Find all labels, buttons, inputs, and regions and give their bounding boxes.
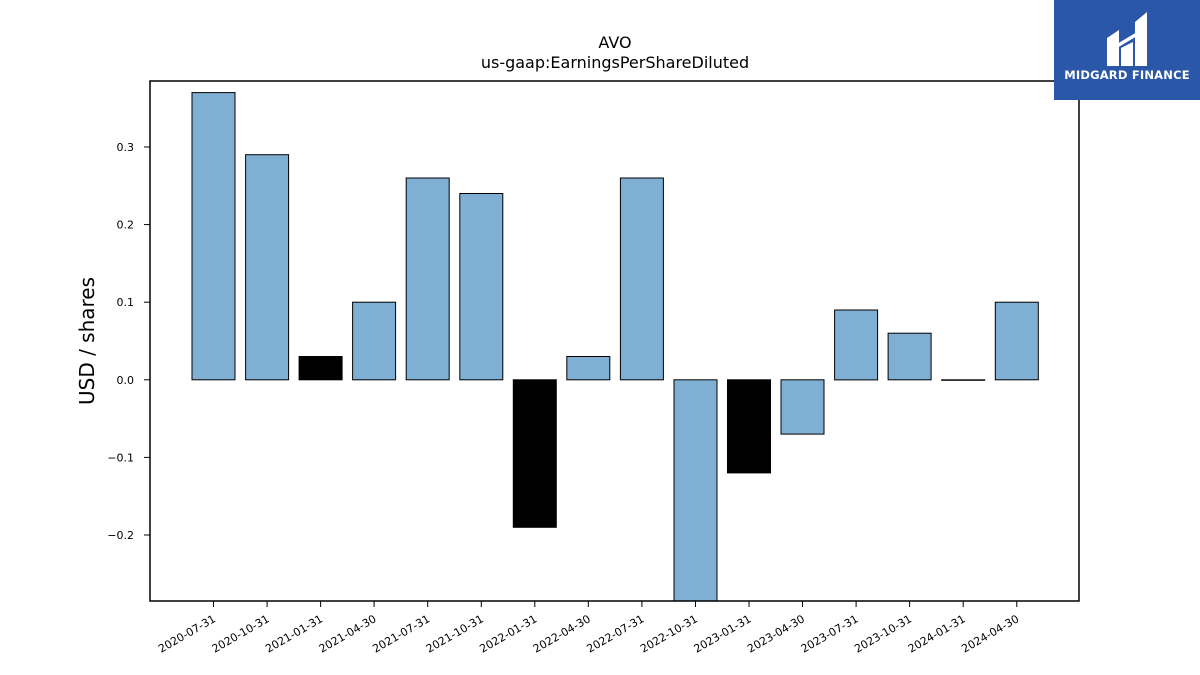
bar-2022-07-31 (619, 177, 664, 381)
chart-title: AVO (598, 33, 631, 52)
bar-2020-07-31 (191, 92, 236, 381)
y-tick-label: 0.0 (117, 374, 135, 387)
y-tick-label: 0.1 (117, 296, 135, 309)
bar-2024-01-31 (941, 379, 986, 381)
x-tick-label: 2021-01-31 (263, 612, 325, 655)
x-tick-label: 2023-07-31 (799, 612, 861, 655)
x-tick-label: 2023-10-31 (852, 612, 914, 655)
bar-2020-10-31 (245, 154, 290, 381)
logo-text: MIDGARD FINANCE (1064, 68, 1190, 82)
plot-frame (149, 80, 1080, 602)
y-tick-label: −0.2 (107, 529, 134, 542)
bars-group (191, 92, 1039, 601)
x-tick-label: 2022-01-31 (477, 612, 539, 655)
x-tick-label: 2020-07-31 (156, 612, 218, 655)
x-tick-label: 2020-10-31 (210, 612, 272, 655)
x-axis: 2020-07-312020-10-312021-01-312021-04-30… (156, 601, 1021, 656)
y-tick-label: 0.2 (117, 219, 135, 232)
midgard-logo-icon (1107, 12, 1147, 66)
x-tick-label: 2022-07-31 (585, 612, 647, 655)
y-axis-label: USD / shares (75, 277, 99, 405)
x-tick-label: 2023-04-30 (745, 612, 807, 655)
x-tick-label: 2023-01-31 (692, 612, 754, 655)
bar-2023-10-31 (887, 332, 932, 381)
y-tick-label: 0.3 (117, 141, 135, 154)
bar-2022-01-31 (512, 379, 557, 528)
bar-2021-10-31 (459, 193, 504, 381)
midgard-finance-logo: MIDGARD FINANCE (1054, 0, 1200, 100)
x-tick-label: 2021-10-31 (424, 612, 486, 655)
x-tick-label: 2024-01-31 (906, 612, 968, 655)
chart-subtitle: us-gaap:EarningsPerShareDiluted (481, 53, 749, 72)
bar-2022-10-31 (673, 379, 718, 601)
x-tick-label: 2021-07-31 (370, 612, 432, 655)
bar-2023-04-30 (780, 379, 825, 435)
bar-2023-01-31 (727, 379, 771, 474)
x-tick-label: 2024-04-30 (959, 612, 1021, 655)
bar-2024-04-30 (994, 301, 1039, 381)
x-tick-label: 2022-04-30 (531, 612, 593, 655)
bar-2022-04-30 (566, 356, 611, 381)
bar-2021-01-31 (298, 356, 343, 381)
y-tick-label: −0.1 (107, 451, 134, 464)
x-tick-label: 2021-04-30 (317, 612, 379, 655)
y-axis: −0.2 −0.1 0.0 0.1 0.2 0.3 (107, 141, 150, 542)
x-tick-label: 2022-10-31 (638, 612, 700, 655)
bar-2023-07-31 (834, 309, 879, 381)
bar-2021-04-30 (352, 301, 397, 381)
bar-2021-07-31 (405, 177, 450, 381)
